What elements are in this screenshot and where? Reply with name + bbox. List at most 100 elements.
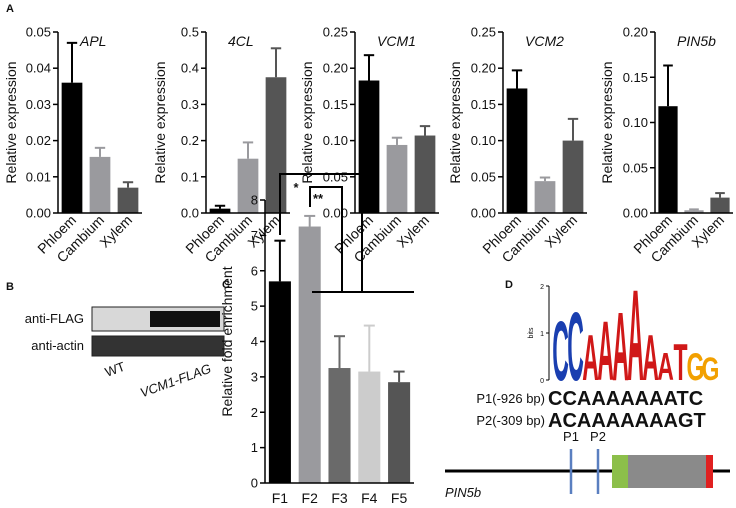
logo-letter: A <box>612 292 629 401</box>
site-label: P1 <box>563 429 579 444</box>
bar <box>237 158 259 213</box>
bar <box>386 144 408 213</box>
y-tick-label: 0.04 <box>26 61 51 76</box>
bar <box>658 106 678 213</box>
bar <box>414 135 436 213</box>
logo-letter: C <box>567 292 584 401</box>
logo-axis-label: bits <box>528 327 535 338</box>
y-tick-label: 0.03 <box>26 97 51 112</box>
bar <box>328 368 351 483</box>
blot-band <box>91 335 225 357</box>
x-tick-label: F2 <box>302 490 319 506</box>
y-tick-label: 2 <box>251 405 258 420</box>
x-tick-label: F1 <box>272 490 289 506</box>
blot-lane-label: WT <box>103 359 127 380</box>
chart-title: VCM1 <box>377 33 416 49</box>
significance-bracket <box>279 173 363 292</box>
y-axis-label: Relative fold enrichment <box>219 266 235 416</box>
bar <box>89 156 111 213</box>
blot-row-label: anti-FLAG <box>25 311 84 326</box>
site-label: P2 <box>590 429 606 444</box>
logo-tick-label: 0 <box>540 378 544 385</box>
blot-row-label: anti-actin <box>31 338 84 353</box>
sequence: ACAAAAAAAGT <box>548 410 706 432</box>
logo-letter: A <box>657 345 674 389</box>
annotation: * <box>293 180 299 195</box>
y-tick-label: 0.10 <box>471 133 496 148</box>
blot-band <box>150 311 220 327</box>
bar <box>117 187 139 213</box>
y-tick-label: 4 <box>251 334 258 349</box>
y-axis-label: Relative expression <box>599 61 615 183</box>
significance-bracket <box>309 186 343 292</box>
x-tick-label: F5 <box>391 490 408 506</box>
annotation: ** <box>313 191 324 206</box>
y-tick-label: 0.00 <box>323 206 348 221</box>
y-tick-label: 1 <box>251 440 258 455</box>
panel-letter: D <box>505 279 513 291</box>
bar <box>562 140 584 213</box>
bar <box>388 382 411 483</box>
utr <box>706 455 713 488</box>
bar <box>534 181 556 213</box>
bar <box>209 208 231 213</box>
y-tick-label: 0.10 <box>623 115 648 130</box>
chart-title: 4CL <box>228 33 254 49</box>
blot-lane-label: VCM1-FLAG <box>138 361 213 401</box>
y-tick-label: 8 <box>251 193 258 208</box>
y-axis-label: Relative expression <box>299 61 315 183</box>
y-axis-label: Relative expression <box>447 61 463 183</box>
y-tick-label: 0.25 <box>323 25 348 40</box>
bar <box>358 80 380 214</box>
y-tick-label: 0.0 <box>181 206 199 221</box>
y-tick-label: 0.15 <box>623 70 648 85</box>
panel-letter: A <box>6 3 14 15</box>
bar <box>61 82 83 214</box>
x-tick-label: F4 <box>361 490 378 506</box>
y-tick-label: 0.3 <box>181 97 199 112</box>
y-tick-label: 0.05 <box>323 169 348 184</box>
x-tick-label: F3 <box>331 490 348 506</box>
chart-title: VCM2 <box>525 33 564 49</box>
x-tick-label: Xylem <box>541 212 580 251</box>
y-tick-label: 7 <box>251 228 258 243</box>
sequence: CCAAAAAAATC <box>548 388 703 410</box>
panel-letter: C <box>222 279 230 291</box>
y-tick-label: 5 <box>251 299 258 314</box>
y-tick-label: 0.15 <box>323 97 348 112</box>
y-tick-label: 0.10 <box>323 133 348 148</box>
site-label: P1(-926 bp) <box>476 391 545 406</box>
y-tick-label: 3 <box>251 369 258 384</box>
logo-tick-label: 2 <box>540 284 544 291</box>
gene-name: PIN5b <box>445 485 481 500</box>
logo-letter: C <box>552 305 569 399</box>
y-tick-label: 0.05 <box>26 25 51 40</box>
exon <box>628 455 706 488</box>
chart-title: APL <box>79 33 106 49</box>
y-tick-label: 0.5 <box>181 25 199 40</box>
y-tick-label: 0.00 <box>471 206 496 221</box>
bar <box>710 197 730 213</box>
panel-letter: B <box>6 281 14 293</box>
logo-letter: A <box>597 305 614 399</box>
y-tick-label: 0.00 <box>26 206 51 221</box>
bar <box>358 371 381 483</box>
y-tick-label: 0.2 <box>181 133 199 148</box>
bar <box>506 88 528 213</box>
logo-letter: A <box>642 323 659 395</box>
y-tick-label: 0.1 <box>181 169 199 184</box>
y-tick-label: 0.20 <box>471 61 496 76</box>
y-axis-label: Relative expression <box>152 61 168 183</box>
y-tick-label: 0.05 <box>623 160 648 175</box>
y-tick-label: 0 <box>251 476 258 491</box>
x-tick-label: Xylem <box>96 212 135 251</box>
logo-tick-label: 1 <box>540 331 544 338</box>
logo-letter: G <box>687 345 705 389</box>
y-axis-label: Relative expression <box>3 61 19 183</box>
x-tick-label: Xylem <box>393 212 432 251</box>
chart-title: PIN5b <box>677 33 716 49</box>
y-tick-label: 0.20 <box>323 61 348 76</box>
y-tick-label: 0.05 <box>471 169 496 184</box>
y-tick-label: 0.02 <box>26 133 51 148</box>
